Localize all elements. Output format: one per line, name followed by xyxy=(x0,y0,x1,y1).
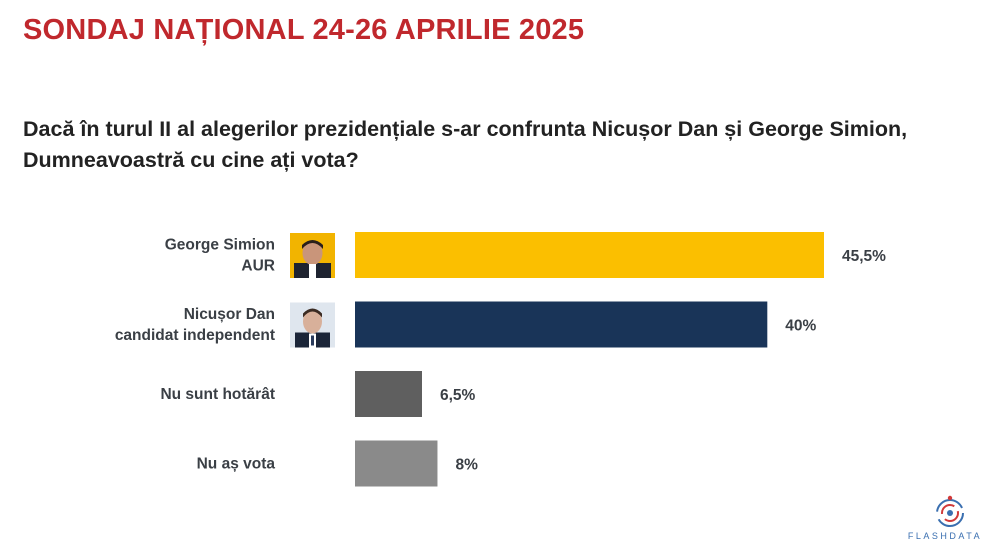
category-label: George Simion xyxy=(165,237,275,254)
value-label: 8% xyxy=(455,457,478,474)
value-label: 40% xyxy=(785,318,816,335)
value-label: 6,5% xyxy=(440,387,476,404)
page-title: SONDAJ NAȚIONAL 24-26 APRILIE 2025 xyxy=(23,14,585,46)
category-label: Nu sunt hotărât xyxy=(160,386,275,403)
value-label: 45,5% xyxy=(842,248,886,265)
category-label: Nicușor Dan xyxy=(184,306,275,323)
portrait-dan-image xyxy=(290,302,335,348)
bar-2 xyxy=(355,371,422,417)
flashdata-logo: FLASHDATA xyxy=(905,488,985,544)
category-label: AUR xyxy=(241,258,275,275)
portrait-simion-image xyxy=(290,233,335,278)
survey-question: Dacă în turul II al alegerilor prezidenț… xyxy=(23,117,908,172)
flashdata-logo-text: FLASHDATA xyxy=(907,531,983,541)
flashdata-logo-icon xyxy=(936,495,964,527)
bar-1 xyxy=(355,301,768,348)
category-label: Nu aș vota xyxy=(197,456,276,473)
bar-0 xyxy=(355,232,824,278)
category-label: candidat independent xyxy=(115,327,275,344)
bar-3 xyxy=(355,440,438,487)
